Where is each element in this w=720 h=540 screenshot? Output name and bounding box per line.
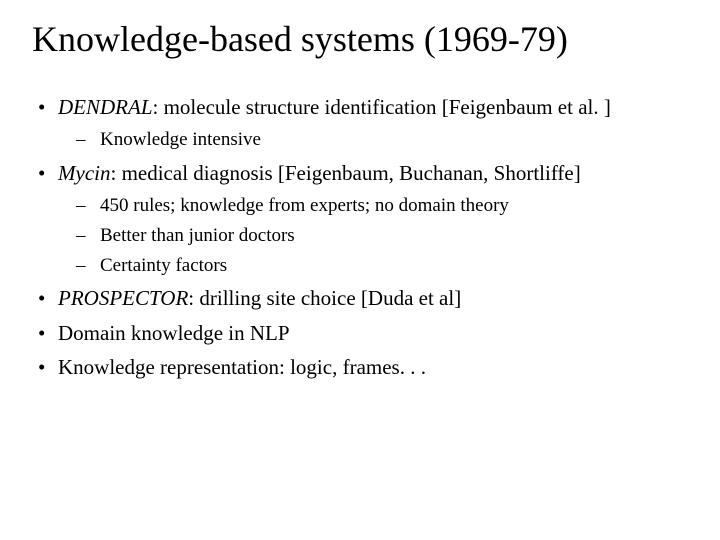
bullet-prospector-name: PROSPECTOR <box>58 286 188 310</box>
sublist-dendral: Knowledge intensive <box>58 126 692 154</box>
sub-mycin-1: 450 rules; knowledge from experts; no do… <box>58 192 692 220</box>
bullet-nlp: Domain knowledge in NLP <box>28 318 692 348</box>
sublist-mycin: 450 rules; knowledge from experts; no do… <box>58 192 692 279</box>
bullet-kr: Knowledge representation: logic, frames.… <box>28 352 692 382</box>
bullet-list: DENDRAL: molecule structure identificati… <box>28 92 692 382</box>
bullet-mycin: Mycin: medical diagnosis [Feigenbaum, Bu… <box>28 158 692 279</box>
sub-mycin-2: Better than junior doctors <box>58 222 692 250</box>
bullet-mycin-name: Mycin <box>58 161 110 185</box>
slide-title: Knowledge-based systems (1969-79) <box>32 18 692 60</box>
bullet-dendral-rest: : molecule structure identification [Fei… <box>153 95 611 119</box>
bullet-dendral-name: DENDRAL <box>58 95 153 119</box>
sub-dendral-1: Knowledge intensive <box>58 126 692 154</box>
bullet-prospector: PROSPECTOR: drilling site choice [Duda e… <box>28 283 692 313</box>
bullet-mycin-rest: : medical diagnosis [Feigenbaum, Buchana… <box>110 161 580 185</box>
bullet-prospector-rest: : drilling site choice [Duda et al] <box>188 286 461 310</box>
sub-mycin-3: Certainty factors <box>58 252 692 280</box>
bullet-dendral: DENDRAL: molecule structure identificati… <box>28 92 692 154</box>
